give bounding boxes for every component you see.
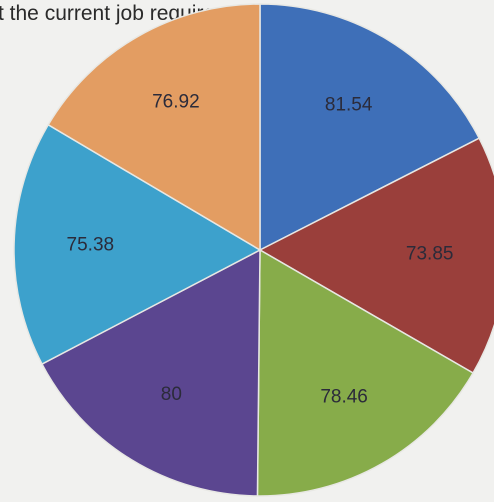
slice-label-1: 73.85 [406, 243, 454, 264]
pie-slice-5 [47, 3, 261, 252]
slice-label-4: 75.38 [67, 235, 115, 256]
slice-label-3: 80 [161, 384, 182, 405]
pie-slice-0 [259, 3, 481, 252]
pie-slice-4 [13, 123, 262, 366]
pie-slice-1 [258, 137, 494, 375]
pie-slice-2 [256, 248, 475, 497]
slice-label-5: 76.92 [152, 92, 200, 113]
slice-label-0: 81.54 [325, 94, 373, 115]
slice-label-2: 78.46 [320, 386, 368, 407]
pie-slice-3 [41, 248, 261, 497]
